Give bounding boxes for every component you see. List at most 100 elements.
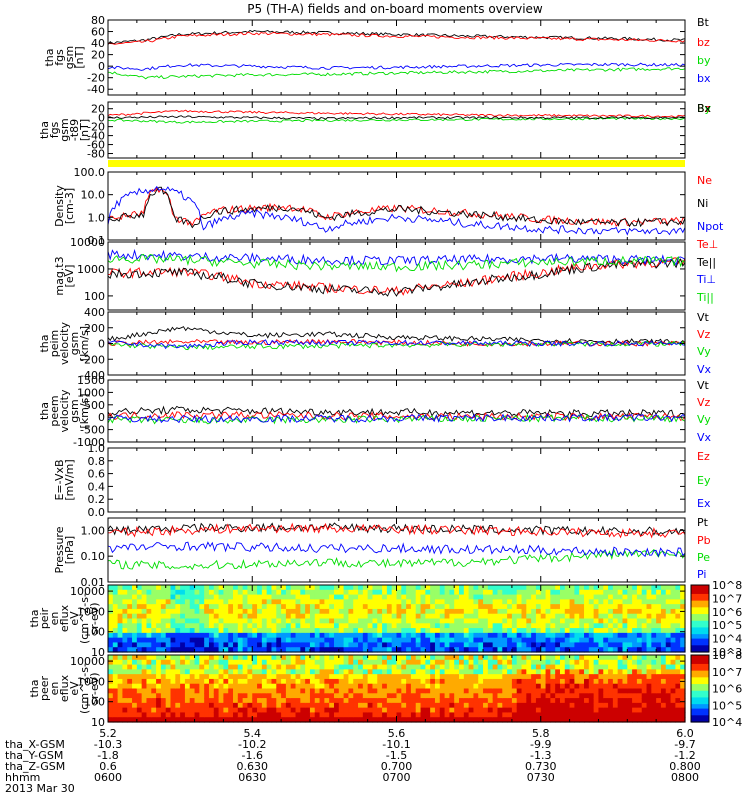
spectrogram-cell: [127, 585, 133, 591]
y-tick-label: 1.0: [88, 211, 106, 224]
spectrogram-cell: [559, 674, 566, 680]
spectrogram-cell: [252, 683, 258, 690]
spectrogram-cell: [285, 664, 292, 670]
spectrogram-cell: [612, 683, 619, 690]
spectrogram-cell: [636, 594, 643, 600]
spectrogram-cell: [401, 678, 407, 685]
colorbar-step: [691, 643, 709, 646]
spectrogram-cell: [233, 637, 239, 644]
spectrogram-cell: [406, 613, 412, 620]
spectrogram-cell: [295, 628, 301, 634]
spectrogram-cell: [108, 585, 114, 591]
spectrogram-cell: [151, 613, 157, 620]
spectrogram-cell: [540, 717, 547, 723]
spectrogram-cell: [295, 599, 301, 605]
spectrogram-cell: [516, 618, 523, 624]
spectrogram-cell: [454, 604, 460, 610]
colorbar-step: [691, 622, 709, 626]
spectrogram-cell: [656, 642, 662, 648]
spectrogram-cell: [521, 683, 527, 690]
spectrogram-cell: [531, 712, 537, 718]
spectrogram-cell: [160, 659, 167, 666]
spectrogram-cell: [434, 688, 441, 694]
spectrogram-cell: [252, 623, 258, 629]
spectrogram-cell: [401, 655, 407, 661]
spectrogram-cell: [478, 683, 484, 690]
y-axis-label-line: tha: [28, 609, 41, 627]
spectrogram-cell: [511, 664, 518, 670]
spectrogram-cell: [459, 599, 465, 605]
spectrogram-cell: [338, 623, 345, 629]
spectrogram-cell: [636, 608, 643, 615]
colorbar-step: [691, 636, 709, 640]
spectrogram-cell: [511, 688, 518, 694]
spectrogram-cell: [132, 683, 138, 690]
spectrogram-cell: [507, 669, 513, 675]
spectrogram-cell: [425, 589, 431, 596]
spectrogram-cell: [184, 698, 191, 704]
spectrogram-cell: [242, 664, 249, 670]
spectrogram-cell: [593, 717, 600, 723]
spectrogram-cell: [228, 669, 234, 675]
spectrogram-cell: [502, 688, 508, 694]
spectrogram-cell: [170, 647, 176, 653]
spectrogram-cell: [516, 637, 523, 644]
spectrogram-cell: [559, 637, 566, 644]
spectrogram-cell: [122, 599, 128, 605]
spectrogram-cell: [459, 647, 465, 653]
spectrogram-cell: [415, 628, 422, 634]
spectrogram-cell: [483, 599, 489, 605]
spectrogram-cell: [261, 698, 268, 704]
spectrogram-cell: [430, 637, 436, 644]
spectrogram-cell: [396, 659, 402, 666]
spectrogram-cell: [305, 702, 311, 709]
spectrogram-cell: [410, 637, 417, 644]
spectrogram-cell: [459, 702, 465, 709]
spectrogram-cell: [319, 637, 325, 644]
spectrogram-cell: [160, 618, 167, 624]
spectrogram-cell: [487, 717, 494, 723]
spectrogram-cell: [627, 693, 633, 699]
spectrogram-cell: [608, 702, 614, 709]
spectrogram-cell: [160, 693, 167, 699]
spectrogram-cell: [353, 642, 359, 648]
spectrogram-cell: [660, 717, 667, 723]
spectrogram-cell: [329, 642, 335, 648]
spectrogram-cell: [420, 599, 426, 605]
spectrogram-cell: [449, 632, 455, 639]
spectrogram-cell: [271, 608, 277, 615]
spectrogram-cell: [266, 698, 273, 704]
spectrogram-cell: [237, 693, 244, 699]
spectrogram-cell: [276, 604, 282, 610]
spectrogram-cell: [420, 628, 426, 634]
spectrogram-cell: [151, 655, 157, 661]
spectrogram-cell: [252, 693, 258, 699]
spectrogram-cell: [141, 599, 148, 605]
spectrogram-cell: [555, 702, 561, 709]
spectrogram-cell: [112, 642, 119, 648]
spectrogram-cell: [492, 585, 499, 591]
spectrogram-cell: [314, 637, 321, 644]
y-axis-label-line: eflux: [58, 604, 71, 632]
y-axis-label-line: [nPa]: [63, 536, 76, 564]
spectrogram-cell: [386, 678, 393, 685]
spectrogram-cell: [463, 613, 470, 620]
spectrogram-cell: [468, 642, 475, 648]
spectrogram-cell: [324, 604, 330, 610]
spectrogram-cell: [228, 678, 234, 685]
spectrogram-cell: [295, 659, 301, 666]
spectrogram-cell: [117, 707, 124, 714]
spectrogram-cell: [555, 674, 561, 680]
spectrogram-cell: [165, 659, 172, 666]
spectrogram-cell: [165, 669, 172, 675]
spectrogram-cell: [300, 618, 306, 624]
spectrogram-cell: [584, 608, 590, 615]
colorbar-tick-label: 10^4: [712, 716, 742, 729]
spectrogram-cell: [617, 642, 624, 648]
spectrogram-cell: [584, 659, 590, 666]
spectrogram-cell: [564, 647, 571, 653]
spectrogram-cell: [204, 683, 210, 690]
spectrogram-cell: [271, 637, 277, 644]
